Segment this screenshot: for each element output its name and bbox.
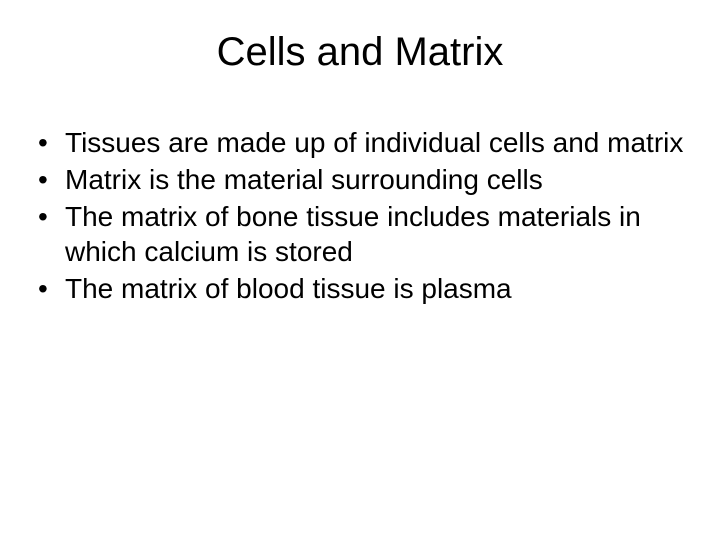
slide-content: Tissues are made up of individual cells …: [30, 125, 690, 306]
bullet-item: The matrix of bone tissue includes mater…: [30, 199, 690, 269]
slide-container: Cells and Matrix Tissues are made up of …: [0, 0, 720, 540]
slide-title: Cells and Matrix: [30, 30, 690, 75]
bullet-list: Tissues are made up of individual cells …: [30, 125, 690, 306]
bullet-item: The matrix of blood tissue is plasma: [30, 271, 690, 306]
bullet-item: Matrix is the material surrounding cells: [30, 162, 690, 197]
bullet-item: Tissues are made up of individual cells …: [30, 125, 690, 160]
